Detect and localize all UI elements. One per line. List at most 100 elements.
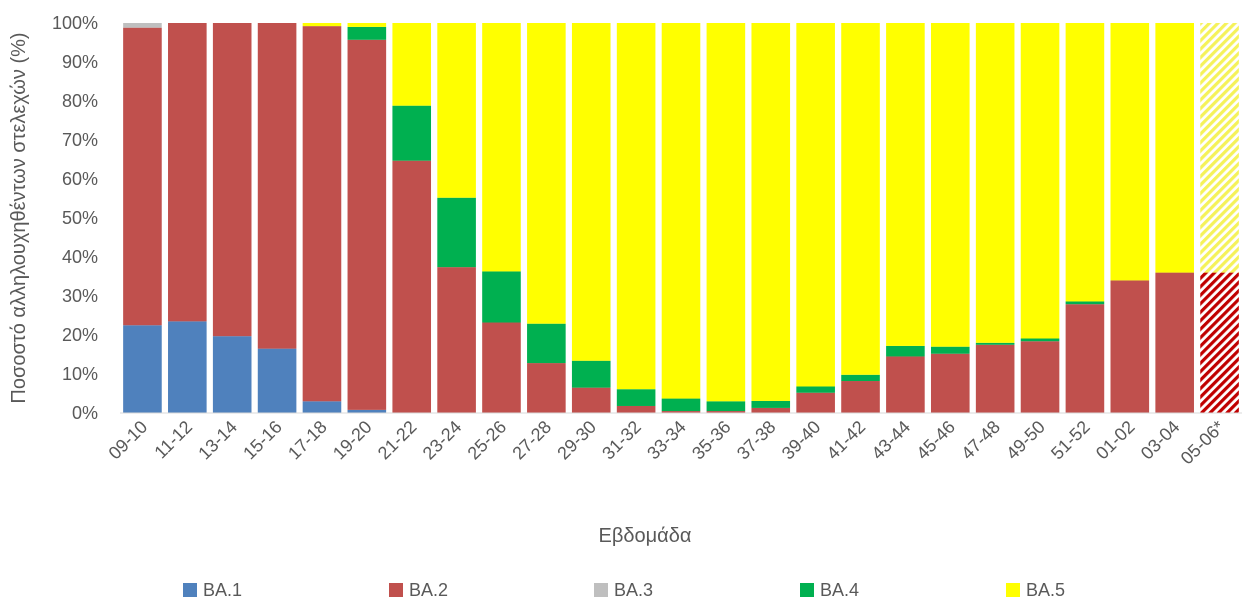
bar-segment-ba5-51-52 (1065, 23, 1105, 302)
legend-item-ba1: BA.1 (183, 580, 242, 600)
legend-label: BA.1 (203, 580, 242, 600)
bar-segment-ba1-15-16 (257, 348, 297, 413)
x-tick-label: 47-48 (957, 417, 1004, 464)
bar-segment-ba2-17-18 (302, 26, 342, 402)
bar-segment-ba1-11-12 (168, 321, 207, 413)
legend-swatch (183, 583, 197, 597)
x-tick-label: 51-52 (1047, 417, 1094, 464)
bar-segment-ba5-45-46 (930, 23, 970, 347)
y-tick-label: 70% (62, 130, 98, 150)
legend-label: BA.4 (820, 580, 859, 600)
x-tick-label: 25-26 (464, 417, 511, 464)
bar-segment-ba5-19-20 (347, 23, 387, 27)
bar-segment-ba4-43-44 (886, 345, 925, 357)
legend-swatch (594, 583, 608, 597)
y-tick-label: 20% (62, 325, 98, 345)
x-tick-label: 49-50 (1002, 417, 1049, 464)
bar-segment-ba5-41-42 (841, 23, 880, 375)
bar-segment-ba4-51-52 (1065, 301, 1105, 305)
bar-segment-ba2-15-16 (257, 23, 297, 349)
x-tick-label: 29-30 (553, 417, 600, 464)
legend-label: BA.3 (614, 580, 653, 600)
legend-item-ba5: BA.5 (1006, 580, 1065, 600)
bar-segment-ba5-29-30 (571, 23, 611, 361)
bar-segment-ba5-49-50 (1020, 23, 1060, 339)
x-tick-label: 37-38 (733, 417, 780, 464)
bar-segment-ba5-35-36 (706, 23, 746, 402)
bar-segment-ba2-23-24 (437, 267, 476, 413)
x-tick-label: 01-02 (1092, 417, 1139, 464)
bar-segment-ba2-39-40 (796, 392, 835, 413)
legend-swatch (389, 583, 403, 597)
bar-segment-ba2-31-32 (616, 405, 656, 413)
bar-segment-ba2-51-52 (1065, 304, 1105, 413)
bar-segment-ba4-29-30 (571, 360, 611, 388)
x-tick-label: 21-22 (374, 417, 421, 464)
x-tick-label: 05-06* (1177, 417, 1229, 469)
bar-segment-ba2-09-10 (123, 27, 162, 326)
legend-item-ba3: BA.3 (594, 580, 653, 600)
y-tick-label: 60% (62, 169, 98, 189)
bar-segment-ba5-05-06star (1200, 23, 1239, 273)
bar-segment-ba4-45-46 (930, 346, 970, 354)
bar-segment-ba5-43-44 (886, 23, 925, 346)
bar-segment-ba2-27-28 (527, 363, 566, 413)
bar-segment-ba1-19-20 (347, 409, 387, 413)
bar-segment-ba2-03-04 (1155, 272, 1194, 413)
bar-segment-ba4-35-36 (706, 401, 746, 412)
x-tick-label: 13-14 (194, 417, 241, 464)
bar-segment-ba2-33-34 (661, 411, 701, 413)
bar-segment-ba5-17-18 (302, 23, 342, 27)
x-tick-label: 39-40 (778, 417, 825, 464)
bar-segment-ba2-45-46 (930, 353, 970, 413)
x-tick-label: 41-42 (823, 417, 870, 464)
x-tick-labels: 09-10 11-1213-1415-1617-1819-2021-2223-24… (105, 417, 1229, 469)
bar-segment-ba4-49-50 (1020, 338, 1060, 342)
bar-segment-ba2-47-48 (975, 344, 1015, 413)
bar-segment-ba5-21-22 (392, 23, 432, 106)
bar-segment-ba2-25-26 (482, 322, 521, 413)
bar-segment-ba2-43-44 (886, 356, 925, 413)
bar-segment-ba2-13-14 (212, 23, 252, 337)
x-tick-label: 31-32 (598, 417, 645, 464)
bar-segment-ba4-39-40 (796, 386, 835, 393)
x-tick-label: 43-44 (868, 417, 915, 464)
bar-segment-ba5-03-04 (1155, 23, 1194, 273)
bar-segment-ba4-27-28 (527, 323, 566, 364)
y-tick-labels: 0% 10% 20% 30% 40% 50% 60% 70% 80% 90% 100% (52, 13, 98, 423)
bar-segment-ba4-31-32 (616, 389, 656, 406)
bar-segment-ba5-31-32 (616, 23, 656, 390)
x-tick-label: 35-36 (688, 417, 735, 464)
bar-segment-ba1-17-18 (302, 401, 342, 413)
x-tick-label: 11-12 (150, 417, 196, 463)
bar-segment-ba4-33-34 (661, 398, 701, 412)
y-tick-label: 40% (62, 247, 98, 267)
bar-segment-ba4-23-24 (437, 197, 476, 268)
bar-segment-ba1-09-10 (123, 325, 162, 413)
bars-layer (123, 23, 1239, 413)
x-tick-label: 09-10 (105, 417, 152, 464)
x-axis-title: Εβδομάδα (599, 525, 692, 547)
bar-segment-ba2-37-38 (751, 407, 791, 413)
y-tick-label: 50% (62, 208, 98, 228)
x-tick-label: 03-04 (1137, 417, 1184, 464)
bar-segment-ba4-47-48 (975, 342, 1015, 345)
bar-segment-ba5-47-48 (975, 23, 1015, 343)
x-tick-label: 17-18 (284, 417, 331, 464)
bar-segment-ba2-41-42 (841, 381, 880, 413)
legend-label: BA.2 (409, 580, 448, 600)
bar-segment-ba4-37-38 (751, 400, 791, 408)
bar-segment-ba3-09-10 (123, 23, 162, 28)
bar-segment-ba4-19-20 (347, 26, 387, 40)
bar-segment-ba5-33-34 (661, 23, 701, 399)
x-tick-label: 23-24 (419, 417, 466, 464)
legend: BA.1 BA.2 BA.3 BA.4 BA.5 (183, 580, 1065, 600)
y-axis-title: Ποσοστό αλληλουχηθέντων στελεχών (%) (8, 32, 30, 403)
x-tick-label: 33-34 (643, 417, 690, 464)
legend-label: BA.5 (1026, 580, 1065, 600)
bar-segment-ba5-27-28 (527, 23, 566, 324)
x-tick-label: 15-16 (239, 417, 286, 464)
y-tick-label: 30% (62, 286, 98, 306)
bar-segment-ba4-41-42 (841, 374, 880, 382)
